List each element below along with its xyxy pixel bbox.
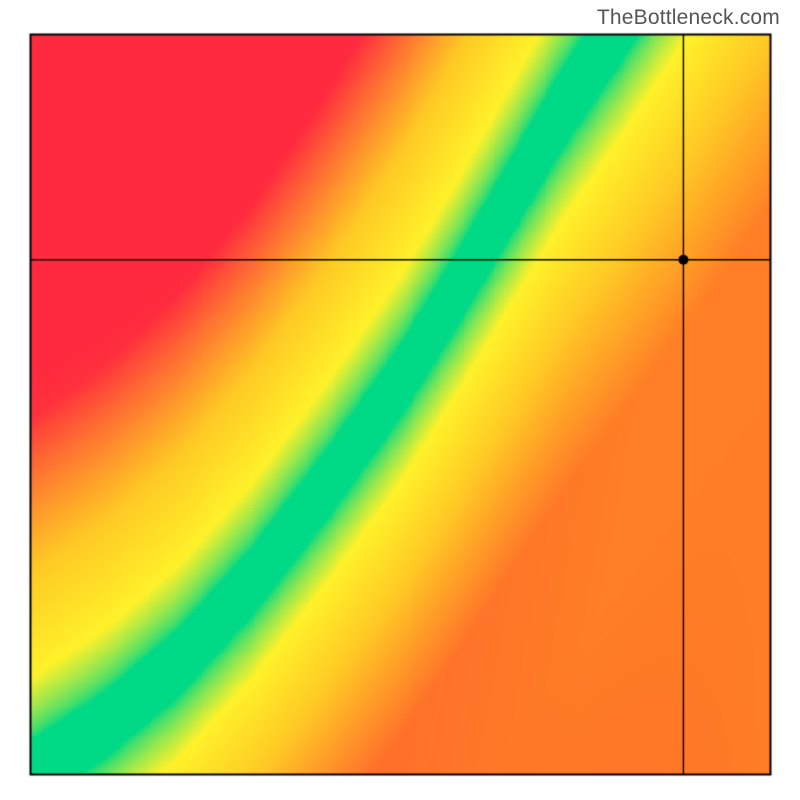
bottleneck-heatmap (0, 0, 800, 800)
watermark-text: TheBottleneck.com (597, 6, 780, 30)
